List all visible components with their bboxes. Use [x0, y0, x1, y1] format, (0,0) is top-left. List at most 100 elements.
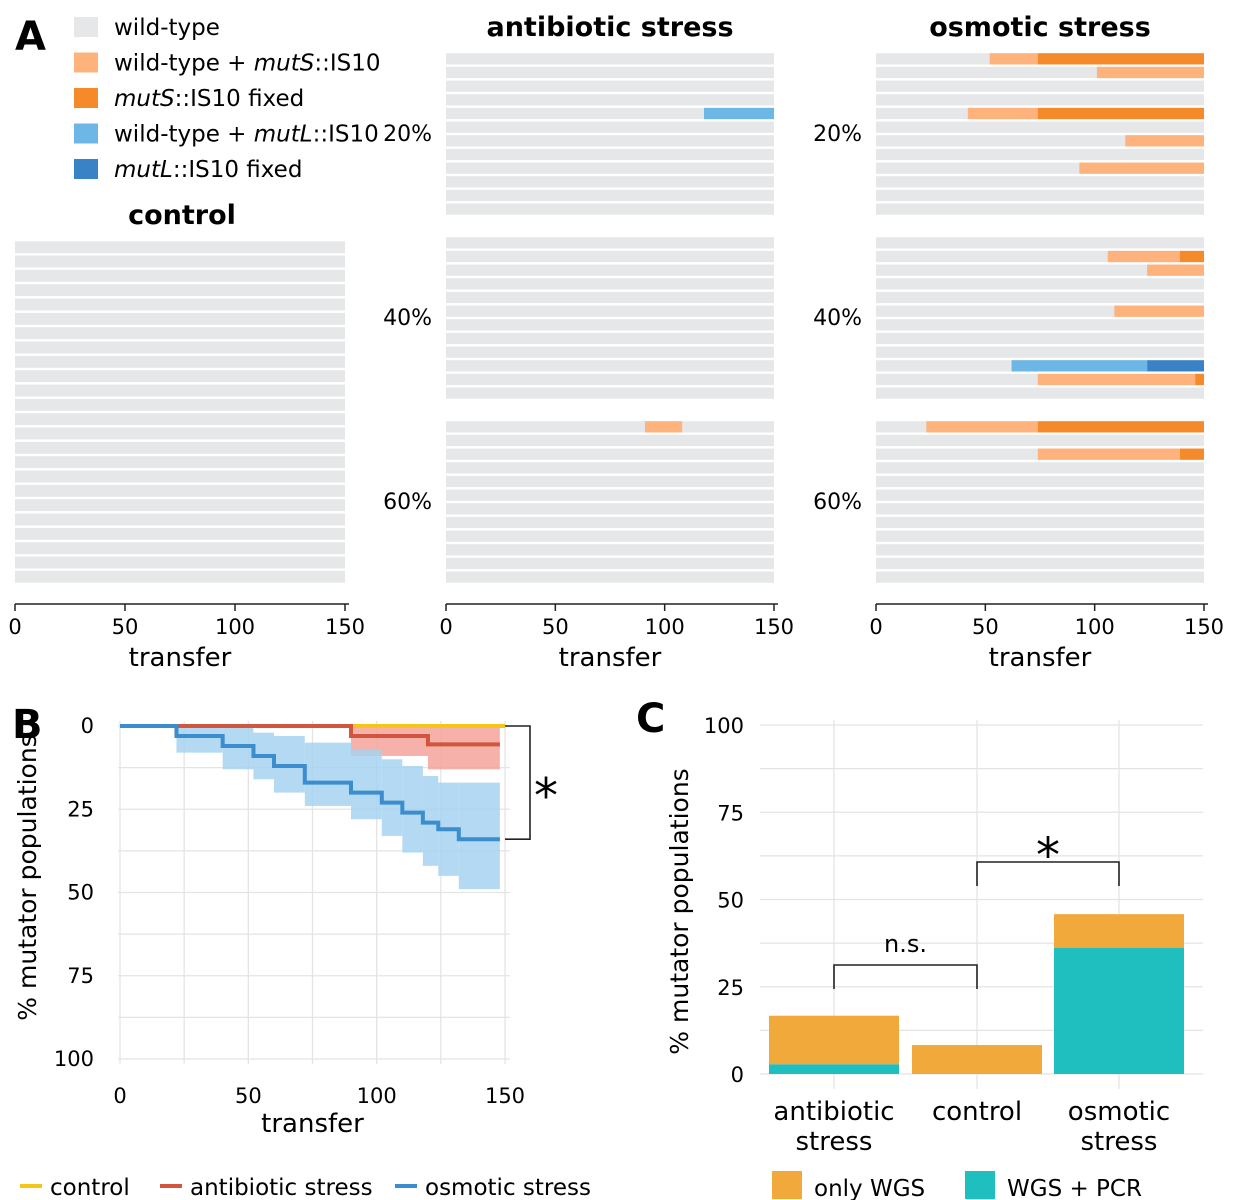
confidence-band — [304, 742, 351, 806]
x-tick-label: 0 — [113, 1084, 126, 1108]
legend-gene: mutL — [254, 122, 313, 148]
legend-swatch — [965, 1171, 995, 1199]
y-tick-label: 50 — [717, 889, 744, 913]
population-row — [876, 332, 1204, 345]
population-row — [446, 237, 774, 249]
population-row — [876, 387, 1204, 399]
strip-title: osmotic stress — [929, 12, 1151, 43]
strip-antibiotic: antibiotic stress 20% 40% 60% 0 50 100 150 trans… — [383, 12, 794, 673]
legend-label: control — [50, 1175, 130, 1200]
population-row — [446, 462, 774, 474]
x-tick-label: 0 — [439, 615, 452, 639]
population-row — [876, 503, 1204, 515]
panel-a-label: A — [15, 14, 46, 60]
population-row — [446, 557, 774, 570]
population-row — [876, 291, 1204, 304]
population-row — [15, 370, 345, 383]
legend-text: ::IS10 fixed — [175, 86, 305, 112]
y-tick-label: 100 — [54, 1047, 94, 1071]
population-row — [446, 544, 774, 556]
population-row — [876, 264, 1204, 276]
x-tick-label: 150 — [1184, 615, 1224, 639]
bar-segment — [912, 1045, 1042, 1074]
population-row — [876, 544, 1204, 556]
population-row — [876, 305, 1204, 317]
population-row — [446, 94, 774, 106]
population-row — [15, 542, 345, 555]
population-row — [446, 319, 774, 331]
population-row — [876, 203, 1204, 215]
group-label: 40% — [383, 306, 432, 331]
population-row — [15, 269, 345, 282]
category-label-line: antibiotic — [773, 1097, 894, 1127]
x-tick-label: 50 — [112, 615, 139, 639]
mutator-segment — [1125, 135, 1204, 147]
x-tick-label: 150 — [325, 615, 365, 639]
x-tick-label: 100 — [215, 615, 255, 639]
population-row — [446, 162, 774, 174]
population-row — [446, 53, 774, 65]
population-row — [15, 327, 345, 340]
strip-title: control — [128, 200, 236, 231]
legend-label: only WGS — [814, 1176, 925, 1200]
panel-c: C 0 25 50 75 100 % mutator populations antibio… — [636, 696, 1203, 1200]
confidence-band — [458, 782, 500, 890]
confidence-band — [351, 749, 382, 820]
confidence-band — [176, 726, 223, 753]
mutator-segment — [989, 53, 1038, 65]
population-row — [446, 135, 774, 147]
population-row — [446, 503, 774, 515]
x-axis-label: transfer — [129, 643, 232, 673]
legend-label: wild-type + mutL::IS10 — [114, 122, 379, 148]
population-row — [15, 413, 345, 426]
mutator-segment — [926, 421, 1038, 433]
legend-label: wild-type — [114, 15, 220, 41]
population-row — [446, 489, 774, 501]
y-tick-label: 0 — [81, 714, 94, 738]
legend-label: antibiotic stress — [190, 1175, 373, 1200]
confidence-band — [428, 726, 500, 770]
population-row — [876, 475, 1204, 488]
population-row — [15, 398, 345, 411]
y-tick-label: 75 — [67, 964, 94, 988]
legend-swatch — [74, 17, 98, 37]
population-row — [446, 346, 774, 358]
population-row — [446, 305, 774, 317]
x-tick-label: 0 — [869, 615, 882, 639]
x-tick-label: 50 — [235, 1084, 262, 1108]
population-row — [876, 462, 1204, 474]
mutator-segment — [1114, 305, 1204, 317]
population-row — [876, 346, 1204, 358]
population-row — [446, 421, 774, 433]
legend-text: wild-type — [114, 15, 220, 41]
mutator-segment — [704, 107, 774, 120]
group-label: 60% — [383, 490, 432, 515]
y-tick-label: 75 — [717, 801, 744, 825]
population-row — [446, 387, 774, 399]
population-row — [876, 162, 1204, 174]
population-row — [446, 448, 774, 460]
legend-text: ::IS10 fixed — [173, 157, 303, 183]
category-label: osmotic stress — [1068, 1097, 1170, 1157]
x-tick-label: 0 — [8, 615, 21, 639]
y-tick-label: 25 — [717, 976, 744, 1000]
x-tick-label: 50 — [972, 615, 999, 639]
legend-label: mutL::IS10 fixed — [114, 157, 302, 183]
mutator-segment — [1195, 373, 1204, 386]
series-line — [120, 724, 500, 747]
bar-segment — [1054, 914, 1184, 949]
x-tick-label: 150 — [754, 615, 794, 639]
mutator-segment — [1037, 107, 1204, 120]
bar-segment — [769, 1064, 899, 1074]
series-line — [120, 724, 500, 842]
population-row — [446, 332, 774, 345]
category-label-line: control — [932, 1097, 1022, 1127]
stacked-bar-plot: 0 25 50 75 100 % mutator populations antibioti… — [665, 714, 1203, 1200]
significance-label: * — [1036, 828, 1060, 884]
legend-text: wild-type + — [114, 51, 254, 77]
population-row — [446, 121, 774, 133]
population-row — [446, 107, 774, 120]
population-row — [446, 250, 774, 263]
